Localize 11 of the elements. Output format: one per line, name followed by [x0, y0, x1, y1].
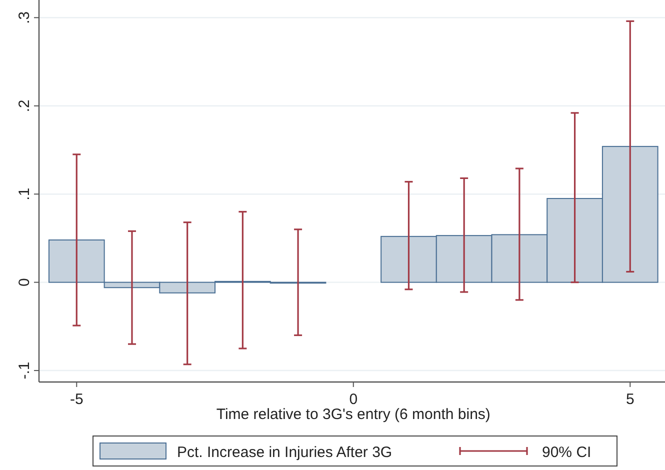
y-tick-label: 0: [16, 278, 33, 286]
y-tick-label: .1: [16, 188, 33, 200]
legend-label: Pct. Increase in Injuries After 3G: [177, 444, 392, 461]
x-tick-label: -5: [70, 391, 84, 408]
y-tick-label: .2: [16, 100, 33, 112]
y-tick-label: .3: [16, 11, 33, 24]
x-tick-label: 5: [626, 391, 634, 408]
x-tick-label: 0: [349, 391, 358, 408]
y-tick-label: -.1: [16, 362, 33, 380]
text: 90% CI: [542, 444, 592, 461]
x-axis-title: Time relative to 3G's entry (6 month bins): [216, 406, 490, 423]
